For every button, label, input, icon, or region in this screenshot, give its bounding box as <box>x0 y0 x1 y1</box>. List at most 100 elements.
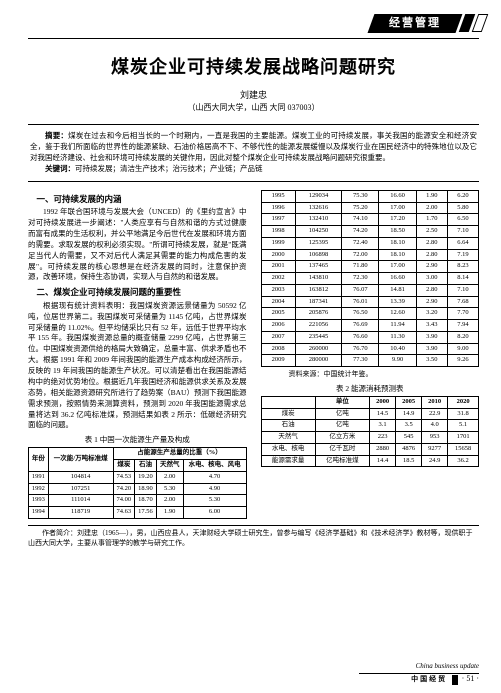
table-cell: 76.01 <box>342 296 379 308</box>
footer-bar-icon <box>452 675 458 685</box>
table-cell: 18.90 <box>135 483 157 495</box>
header-bar: 经营管理 <box>28 14 479 32</box>
table-cell: 111014 <box>48 495 113 507</box>
table-cell: 1997 <box>261 214 295 226</box>
table-cell: 14.9 <box>396 408 422 420</box>
table-cell: 4.90 <box>183 483 246 495</box>
table-cell: 天然气 <box>261 432 315 444</box>
table-cell: 2.80 <box>416 249 447 261</box>
table-cell: 22.9 <box>422 408 448 420</box>
table-cell: 2880 <box>370 443 396 455</box>
table-cell: 74.53 <box>113 471 135 483</box>
table-cell: 129034 <box>295 190 342 202</box>
table-cell: 221056 <box>295 320 342 332</box>
table-cell: 235445 <box>295 331 342 343</box>
table-cell: 1701 <box>448 432 479 444</box>
table-cell: 16.60 <box>379 190 416 202</box>
table-cell: 1.90 <box>416 190 447 202</box>
table-cell: 4.70 <box>183 471 246 483</box>
table-cell: 1991 <box>29 471 49 483</box>
section-1-paragraph: 1992 年联合国环境与发展大会（UNCED）的《里约宣言》中对可持续发展进一步… <box>28 207 247 283</box>
table-cell: 16.60 <box>379 273 416 285</box>
page-number: · 51 · <box>462 674 479 683</box>
table-cell: 2001 <box>261 261 295 273</box>
table-cell: 2005 <box>261 308 295 320</box>
table-cell: 8.23 <box>447 261 478 273</box>
table-cell: 2004 <box>261 296 295 308</box>
table-cell: 3.5 <box>396 420 422 432</box>
table-header: 2010 <box>422 396 448 408</box>
table-cell: 亿吨 <box>315 420 369 432</box>
table-cell: 18.10 <box>379 249 416 261</box>
table-cell: 74.00 <box>113 495 135 507</box>
keywords-text: 可持续发展；清洁生产技术；治污技术；产业链；产品链 <box>75 164 263 173</box>
t1-h-coal: 煤炭 <box>113 460 135 472</box>
table-header <box>261 396 315 408</box>
table-cell: 14.81 <box>379 284 416 296</box>
table-cell: 6.20 <box>447 190 478 202</box>
table-cell: 17.20 <box>379 214 416 226</box>
author-affiliation: （山西大同大学，山西 大同 037003） <box>28 103 479 114</box>
table-cell: 6.64 <box>447 237 478 249</box>
table-cell: 953 <box>422 432 448 444</box>
table-cell: 74.63 <box>113 507 135 519</box>
t1-h-total: 一次能/万吨标准煤 <box>48 448 113 472</box>
table-cell: 3.1 <box>370 420 396 432</box>
keywords-label: 关键词： <box>45 164 75 173</box>
table-cell: 3.43 <box>416 320 447 332</box>
table-cell: 3.90 <box>416 331 447 343</box>
table-cell: 2006 <box>261 320 295 332</box>
t1-h-share: 占能源生产总量的比重（%） <box>113 448 246 460</box>
table-cell: 7.19 <box>447 249 478 261</box>
section-1-heading: 一、可持续发展的内涵 <box>28 194 247 205</box>
table-cell: 1996 <box>261 202 295 214</box>
table-cell: 2.80 <box>416 284 447 296</box>
table-cell: 煤炭 <box>261 408 315 420</box>
table-cell: 143810 <box>295 273 342 285</box>
table-cell: 14.5 <box>370 408 396 420</box>
table-cell: 3.50 <box>416 355 447 367</box>
table-cell: 亿立方米 <box>315 432 369 444</box>
table-cell: 137465 <box>295 261 342 273</box>
table-cell: 18.70 <box>135 495 157 507</box>
table-1-title: 表 1 中国一次能源生产量及构成 <box>28 435 247 445</box>
table-cell: 2002 <box>261 273 295 285</box>
table-cell: 24.9 <box>422 455 448 467</box>
table-cell: 72.40 <box>342 237 379 249</box>
table-cell: 163812 <box>295 284 342 296</box>
table-cell: 132410 <box>295 214 342 226</box>
table-cell: 75.20 <box>342 202 379 214</box>
table-cell: 2003 <box>261 284 295 296</box>
table-cell: 74.20 <box>113 483 135 495</box>
table-cell: 1992 <box>29 483 49 495</box>
table-cell: 7.70 <box>447 308 478 320</box>
table-cell: 6.50 <box>447 214 478 226</box>
table-cell: 104814 <box>48 471 113 483</box>
table-header: 2020 <box>448 396 479 408</box>
table-cell: 石油 <box>261 420 315 432</box>
table-cell: 9.26 <box>447 355 478 367</box>
table-cell: 104250 <box>295 226 342 238</box>
table-cell: 1.70 <box>416 214 447 226</box>
table-cell: 13.39 <box>379 296 416 308</box>
footer: China business update 中国经贸 · 51 · <box>28 662 479 685</box>
table-cell: 2.50 <box>416 226 447 238</box>
table-cell: 71.80 <box>342 261 379 273</box>
table-cell: 106898 <box>295 249 342 261</box>
t1-h-other: 水电、核电、风电 <box>183 460 246 472</box>
section-2-heading: 二、煤炭企业可持续发展问题的重要性 <box>28 287 247 298</box>
table-cell: 18.50 <box>379 226 416 238</box>
table-header: 单位 <box>315 396 369 408</box>
table-cell: 18.10 <box>379 237 416 249</box>
table-cell: 17.00 <box>379 202 416 214</box>
table-cell: 72.00 <box>342 249 379 261</box>
header-rule <box>28 38 479 39</box>
table-2-title: 表 2 能源消耗预测表 <box>261 384 480 394</box>
table-cell: 74.20 <box>342 226 379 238</box>
table-cell: 10.40 <box>379 343 416 355</box>
table-cell: 223 <box>370 432 396 444</box>
table-cell: 11.94 <box>379 320 416 332</box>
table-cell: 2000 <box>261 249 295 261</box>
table-1: 年份 一次能/万吨标准煤 占能源生产总量的比重（%） 煤炭 石油 天然气 水电、… <box>28 447 247 519</box>
table-cell: 亿吨 <box>315 408 369 420</box>
